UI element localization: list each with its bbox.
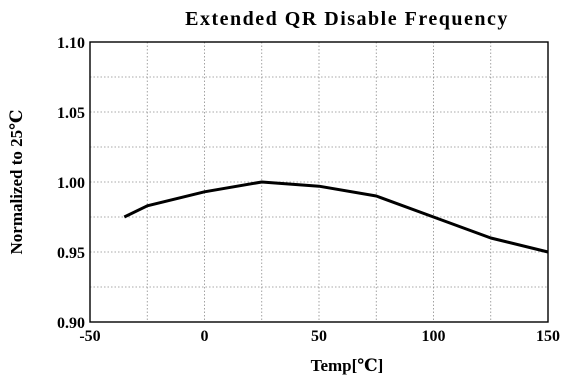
y-tick-label: 1.00	[57, 175, 85, 192]
x-tick-label: 0	[201, 328, 209, 345]
x-tick-label: 100	[422, 328, 446, 345]
y-tick-label: 0.90	[57, 315, 85, 332]
y-tick-label: 1.10	[57, 35, 85, 52]
x-tick-label: -50	[79, 328, 100, 345]
chart-title: Extended QR Disable Frequency	[185, 8, 509, 30]
y-tick-label: 0.95	[57, 245, 85, 262]
x-tick-label: 150	[536, 328, 560, 345]
series-line-0	[123, 180, 549, 254]
x-axis-label: Temp[℃]	[311, 356, 384, 375]
y-axis-label: Normalized to 25℃	[7, 109, 26, 254]
y-tick-label: 1.05	[57, 105, 85, 122]
tick-labels: -50 0 50 100 150 0.90 0.95 1.00 1.05 1.10	[57, 35, 560, 345]
plot-frame	[89, 41, 549, 323]
grid-lines	[90, 42, 548, 322]
x-tick-label: 50	[311, 328, 327, 345]
series-layer	[123, 180, 549, 254]
